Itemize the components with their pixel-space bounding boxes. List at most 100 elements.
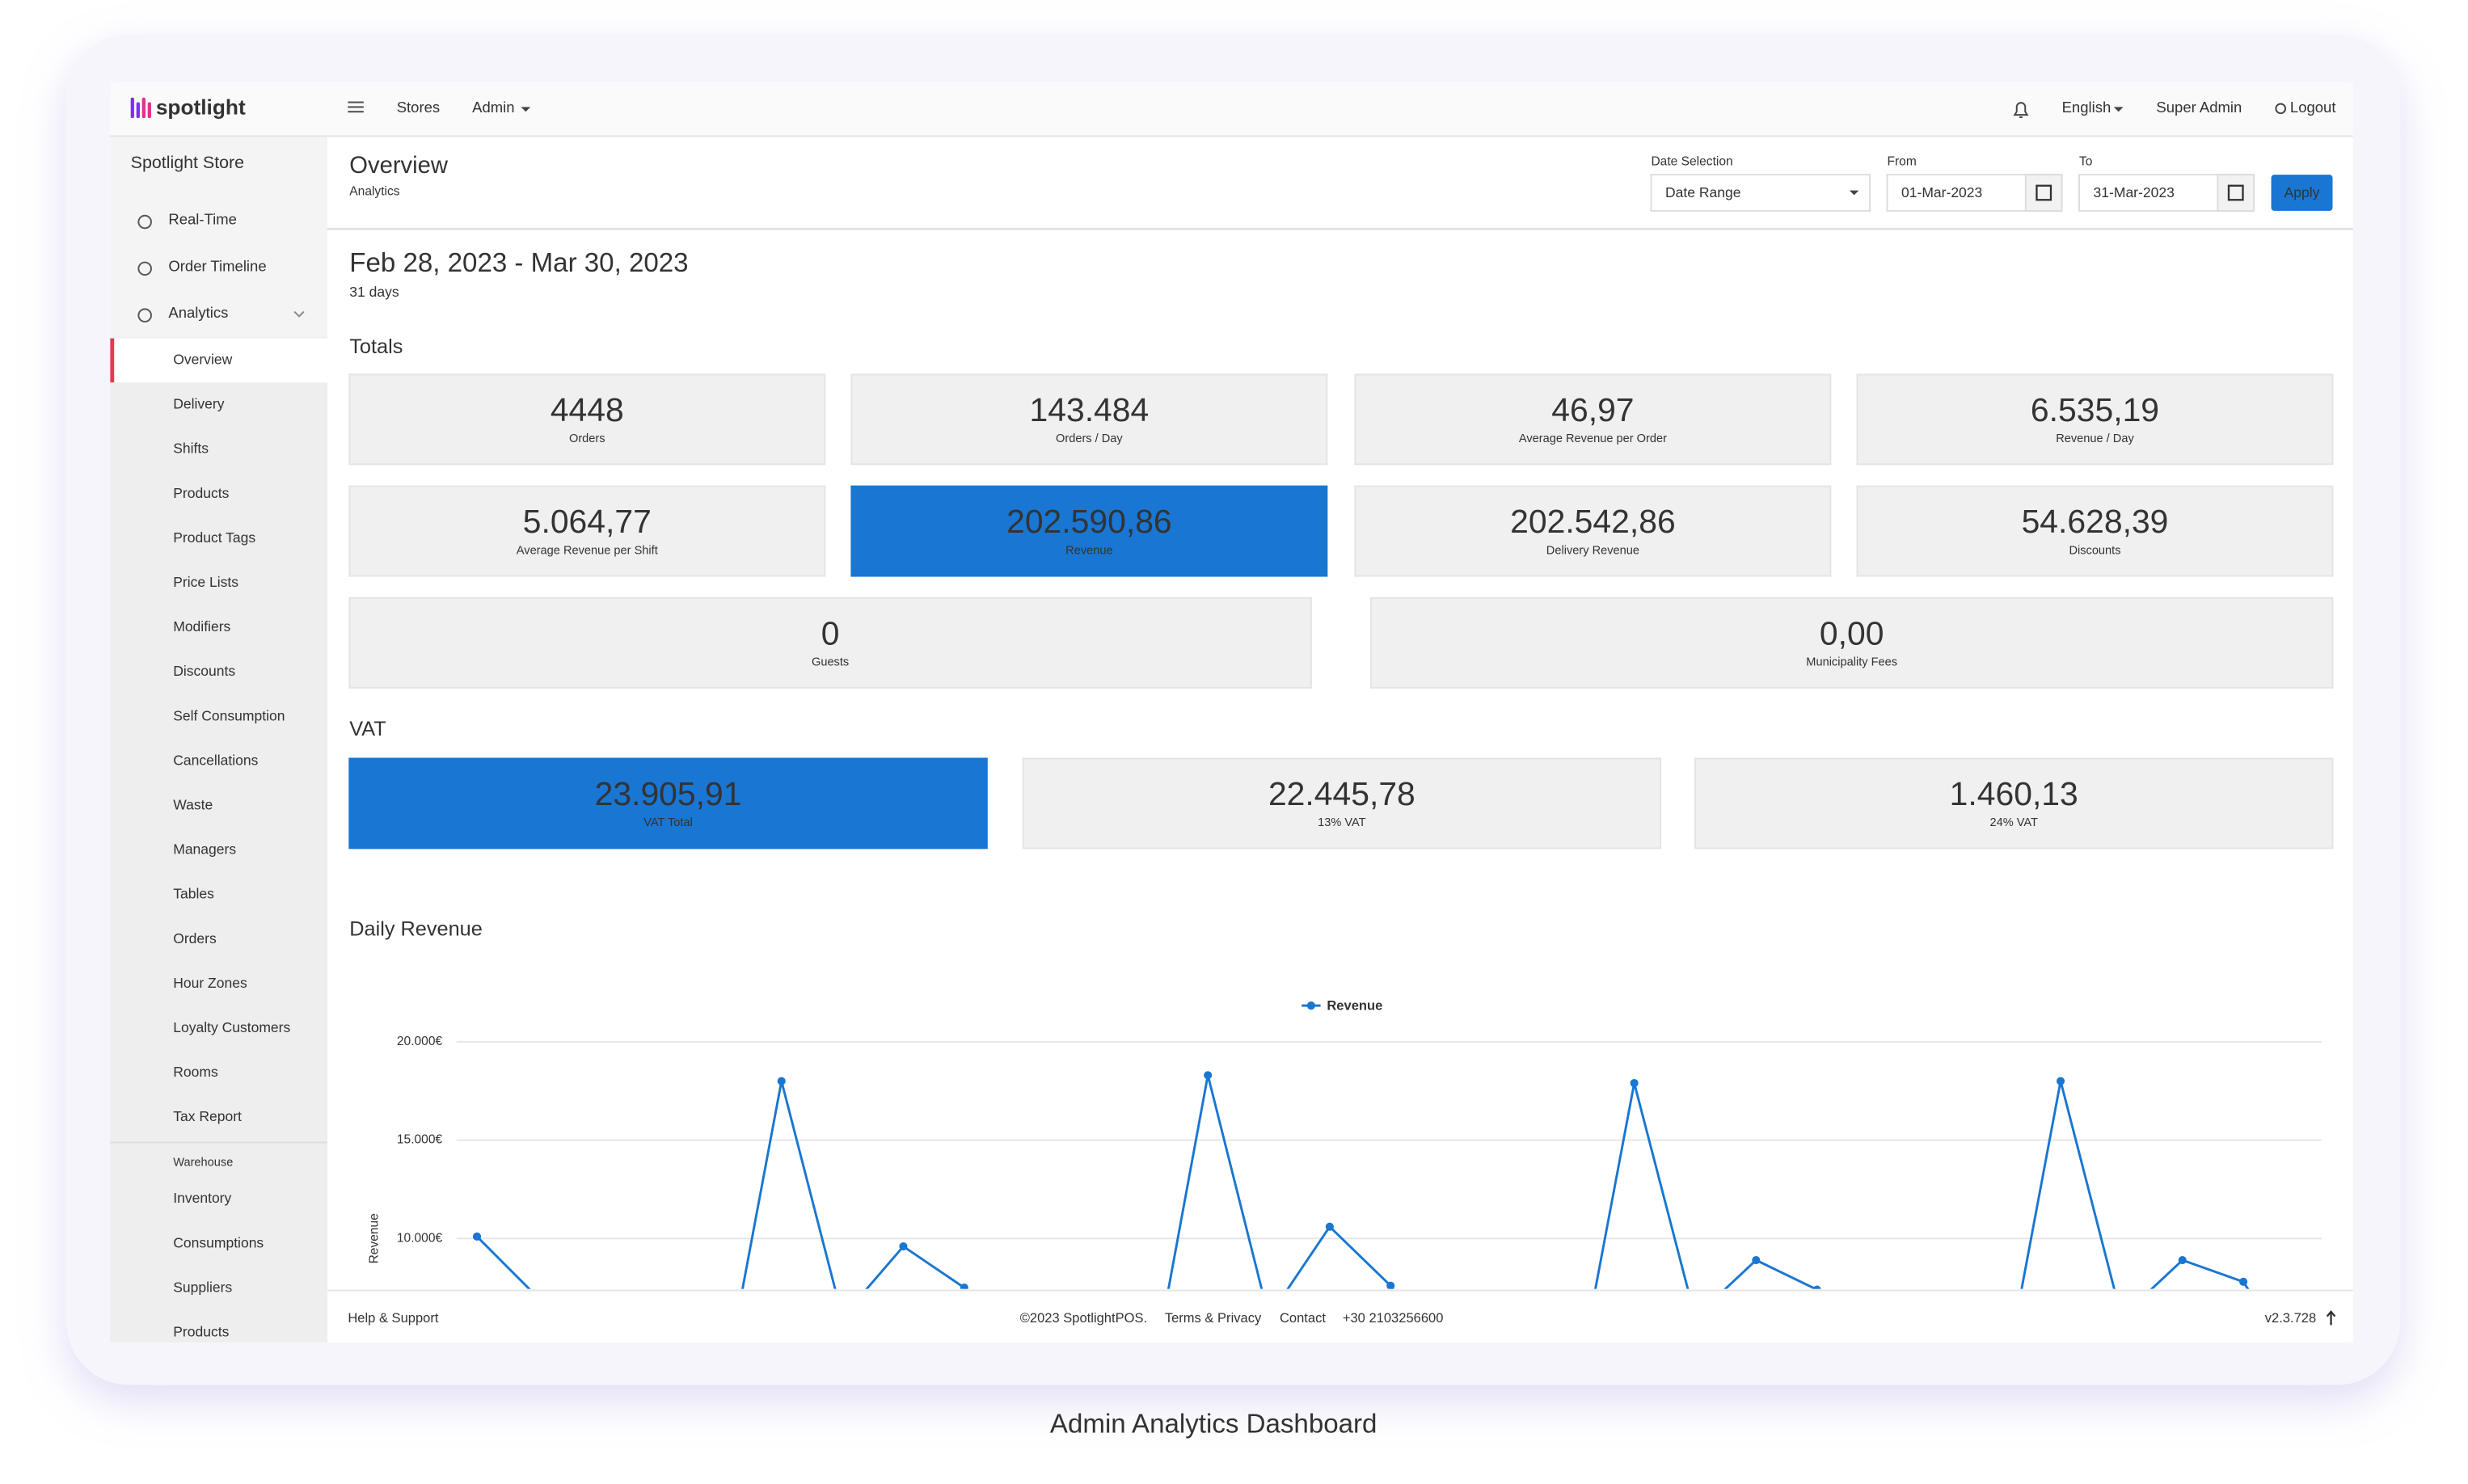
sidebar-subitem[interactable]: Modifiers xyxy=(173,618,230,634)
sidebar-subitem[interactable]: Products xyxy=(173,485,229,501)
data-point xyxy=(1325,1222,1334,1231)
filter-label: Date Selection xyxy=(1651,155,1732,169)
data-point xyxy=(1386,1281,1395,1289)
page-subtitle: Analytics xyxy=(349,185,399,199)
stat-label: Orders / Day xyxy=(1056,432,1123,445)
scroll-top-icon[interactable] xyxy=(2326,1309,2336,1326)
sidebar-subitem[interactable]: Price Lists xyxy=(173,574,238,590)
stat-value: 1.460,13 xyxy=(1950,775,2078,812)
sidebar-subitem[interactable]: Managers xyxy=(173,841,236,858)
apply-label: Apply xyxy=(2284,184,2320,200)
stat-value: 6.535,19 xyxy=(2031,391,2159,428)
user[interactable]: Super Admin xyxy=(2156,99,2242,116)
stat-value: 22.445,78 xyxy=(1268,775,1415,812)
date-value: 31-Mar-2023 xyxy=(2094,184,2175,200)
sidebar-subitem[interactable]: Inventory xyxy=(173,1190,231,1206)
logout[interactable]: Logout xyxy=(2290,99,2336,116)
calendar-button[interactable] xyxy=(2024,174,2063,212)
data-point xyxy=(716,1402,724,1410)
section-title: VAT xyxy=(349,718,386,740)
submenu-bg xyxy=(110,336,328,1343)
data-point xyxy=(1630,1078,1639,1088)
sidebar-subitem[interactable]: Products xyxy=(173,1324,229,1340)
nav-link[interactable]: Stores xyxy=(397,99,440,116)
sidebar-subitem[interactable]: Self Consumption xyxy=(173,707,285,723)
select[interactable] xyxy=(1650,174,1871,212)
sidebar-subitem[interactable]: Tax Report xyxy=(173,1108,242,1124)
data-point xyxy=(1996,1402,2004,1410)
stat-label: Average Revenue per Shift xyxy=(517,544,658,557)
chart-title: Daily Revenue xyxy=(349,917,483,940)
data-point xyxy=(1752,1255,1761,1265)
stat-label: Municipality Fees xyxy=(1806,656,1897,669)
data-point xyxy=(1204,1071,1213,1080)
sidebar-subitem[interactable]: Consumptions xyxy=(173,1234,264,1250)
sidebar-subitem[interactable]: Cancellations xyxy=(173,752,258,768)
caret xyxy=(1849,190,1859,196)
footer-text: ©2023 SpotlightPOS. xyxy=(1020,1310,1147,1326)
logo-bar xyxy=(136,102,140,119)
menu-icon xyxy=(137,214,152,230)
stat-value: 46,97 xyxy=(1551,391,1634,428)
select-value: Date Range xyxy=(1665,184,1740,200)
stat-value: 5.064,77 xyxy=(523,503,652,540)
sidebar-subitem[interactable]: Orders xyxy=(173,930,217,946)
language[interactable]: English xyxy=(2062,99,2112,116)
brand: spotlight xyxy=(156,95,246,119)
sidebar-item[interactable]: Analytics xyxy=(168,304,228,321)
y-axis-label: Revenue xyxy=(368,1213,382,1263)
stat-card xyxy=(348,597,1312,689)
plot-area xyxy=(472,1071,2250,1410)
stat-card xyxy=(348,757,988,850)
store-name: Spotlight Store xyxy=(131,153,244,172)
legend-label: Revenue xyxy=(1327,997,1382,1013)
sidebar-subitem[interactable]: Suppliers xyxy=(173,1279,232,1295)
period-days: 31 days xyxy=(349,284,399,300)
menu-icon xyxy=(137,261,152,276)
chevron xyxy=(293,310,305,318)
data-point xyxy=(2239,1277,2248,1286)
footer-link[interactable]: Help & Support xyxy=(348,1310,439,1326)
date-value: 01-Mar-2023 xyxy=(1901,184,1982,200)
sidebar-subitem[interactable]: Rooms xyxy=(173,1064,218,1080)
data-point xyxy=(2056,1077,2065,1086)
logo-bar xyxy=(141,97,146,119)
footer-version: v2.3.728 xyxy=(2265,1310,2316,1326)
sidebar-subitem[interactable]: Waste xyxy=(173,796,213,812)
sidebar-subitem[interactable]: Discounts xyxy=(173,663,235,679)
menu-icon xyxy=(137,308,152,323)
logo-bar xyxy=(130,97,134,119)
power-icon xyxy=(2275,103,2287,115)
sidebar-item[interactable]: Order Timeline xyxy=(168,257,266,274)
stat-value: 54.628,39 xyxy=(2022,503,2169,540)
sidebar-subitem[interactable]: Product Tags xyxy=(173,529,255,546)
stat-card xyxy=(850,373,1328,466)
caret xyxy=(2113,107,2124,112)
calendar-button[interactable] xyxy=(2217,174,2255,212)
sidebar-subitem[interactable]: Delivery xyxy=(173,396,225,412)
stat-card xyxy=(348,485,826,577)
stat-label: Revenue / Day xyxy=(2056,432,2134,445)
stat-label: Discounts xyxy=(2069,544,2120,557)
apply-button[interactable] xyxy=(2271,175,2333,211)
stat-card xyxy=(1022,757,1662,850)
sidebar-item[interactable]: Real-Time xyxy=(168,210,237,227)
y-tick-label: 10.000€ xyxy=(397,1231,443,1245)
sidebar-subitem[interactable]: Loyalty Customers xyxy=(173,1019,290,1035)
stat-value: 0 xyxy=(821,614,840,651)
nav-link[interactable]: Admin xyxy=(472,99,514,116)
footer-link[interactable]: Contact xyxy=(1280,1310,1326,1326)
sidebar-subitem[interactable]: Shifts xyxy=(173,441,209,457)
footer-link[interactable]: Terms & Privacy xyxy=(1165,1310,1262,1326)
stat-card xyxy=(1856,485,2334,577)
stat-label: Guests xyxy=(812,656,849,669)
stat-label: VAT Total xyxy=(643,816,693,829)
active-item xyxy=(110,338,328,383)
filter-label: To xyxy=(2079,155,2092,169)
sidebar-subitem[interactable]: Hour Zones xyxy=(173,975,247,991)
sidebar-subitem[interactable]: Overview xyxy=(173,351,232,367)
stat-label: Delivery Revenue xyxy=(1546,544,1639,557)
sidebar-subitem[interactable]: Tables xyxy=(173,886,214,902)
